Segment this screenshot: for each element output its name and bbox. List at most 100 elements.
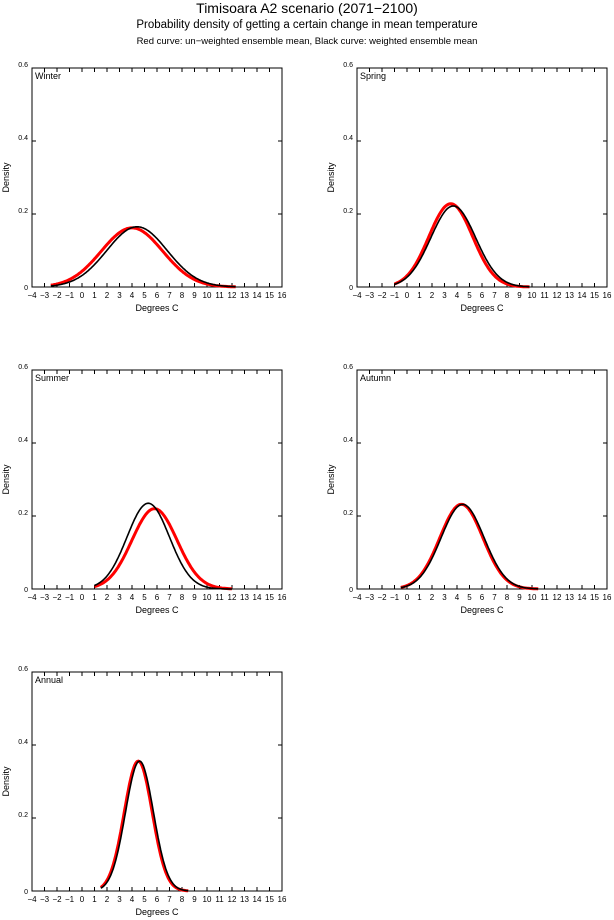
x-tick-label: 7 [167,895,172,904]
x-tick-label: 3 [117,593,122,602]
x-tick-label: 16 [278,895,287,904]
x-tick-label: 8 [505,291,510,300]
x-tick-label: 14 [253,593,262,602]
x-tick-label: −2 [52,895,62,904]
y-tick-label: 0.6 [343,364,353,371]
x-tick-label: −3 [365,291,375,300]
x-tick-label: 2 [105,593,110,602]
x-tick-label: 4 [455,291,460,300]
x-tick-label: −4 [27,895,37,904]
y-tick-label: 0.2 [18,812,28,819]
y-axis-label: Density [326,464,336,495]
x-tick-label: 8 [180,593,185,602]
x-tick-label: 15 [590,291,599,300]
x-tick-label: 4 [130,291,135,300]
x-tick-label: 1 [92,593,97,602]
plot-frame [31,671,283,892]
x-tick-label: 10 [528,593,537,602]
x-tick-label: −3 [40,291,50,300]
panel-spring: −4 −3 −2 −1 0 1 2 3 4 5 6 7 8 9 10 11 12 13 14 15 1600.20.40… [326,62,612,313]
x-tick-label: 9 [192,593,197,602]
x-tick-label: 3 [117,291,122,300]
x-tick-label: 3 [442,593,447,602]
y-tick-label: 0.6 [343,62,353,69]
panel-annual: −4 −3 −2 −1 0 1 2 3 4 5 6 7 8 9 10 11 12 13 14 15 1600.20.40… [1,666,287,917]
panel-title: Autumn [360,373,391,383]
x-tick-label: 11 [215,593,224,602]
weighted-curve [50,226,236,288]
x-tick-label: 6 [480,593,485,602]
y-tick-label: 0.4 [343,437,353,444]
panel-title: Annual [35,675,63,685]
y-axis-label: Density [1,766,11,797]
x-tick-label: −4 [27,291,37,300]
x-tick-label: 9 [192,895,197,904]
x-tick-label: 4 [130,593,135,602]
y-tick-label: 0.6 [18,666,28,673]
plot-frame [356,369,608,590]
weighted-curve [400,503,539,590]
x-tick-label: 4 [130,895,135,904]
x-tick-label: 3 [442,291,447,300]
x-tick-label: 2 [105,895,110,904]
unweighted-curve [94,507,233,591]
x-tick-label: 1 [417,593,422,602]
x-tick-label: −2 [52,291,62,300]
x-tick-label: 15 [590,593,599,602]
y-axis-label: Density [1,464,11,495]
x-tick-label: 7 [167,593,172,602]
x-tick-label: 7 [492,291,497,300]
x-tick-label: 9 [517,291,522,300]
x-tick-label: −1 [65,593,75,602]
x-tick-label: 5 [142,593,147,602]
x-tick-label: −1 [390,593,400,602]
x-tick-label: 15 [265,291,274,300]
x-tick-label: 1 [92,291,97,300]
x-tick-label: 8 [505,593,510,602]
y-tick-label: 0.4 [18,437,28,444]
x-tick-label: 15 [265,895,274,904]
x-tick-label: 12 [553,593,562,602]
x-axis-label: Degrees C [135,303,179,313]
x-tick-label: −1 [65,895,75,904]
x-tick-label: 9 [517,593,522,602]
unweighted-curve [50,226,236,289]
x-tick-label: 10 [203,895,212,904]
plot-frame [31,67,283,288]
x-tick-label: 13 [240,895,249,904]
x-tick-label: −4 [352,291,362,300]
legend-note: Red curve: un−weighted ensemble mean, Bl… [136,36,478,47]
x-tick-label: 16 [278,291,287,300]
x-tick-label: 6 [480,291,485,300]
x-tick-label: 10 [528,291,537,300]
y-tick-label: 0 [24,587,28,594]
x-tick-label: −4 [27,593,37,602]
panel-title: Winter [35,71,61,81]
x-tick-label: 5 [467,593,472,602]
x-axis-label: Degrees C [460,605,504,615]
x-tick-label: 16 [603,593,612,602]
y-tick-label: 0.6 [18,62,28,69]
x-tick-label: 14 [253,291,262,300]
x-tick-label: 14 [253,895,262,904]
x-tick-label: 11 [215,895,224,904]
panel-title: Summer [35,373,69,383]
x-tick-label: 13 [565,593,574,602]
x-tick-label: 2 [430,291,435,300]
x-tick-label: 9 [192,291,197,300]
y-tick-label: 0.2 [18,510,28,517]
weighted-curve [94,502,232,590]
x-axis-label: Degrees C [135,605,179,615]
y-tick-label: 0.2 [18,208,28,215]
x-tick-label: 12 [228,895,237,904]
x-tick-label: 5 [142,291,147,300]
x-tick-label: −1 [390,291,400,300]
plot-frame [31,369,283,590]
x-tick-label: 5 [142,895,147,904]
x-tick-label: 16 [278,593,287,602]
y-tick-label: 0 [24,285,28,292]
unweighted-curve [99,759,189,893]
unweighted-curve [394,202,530,289]
x-tick-label: 6 [155,593,160,602]
